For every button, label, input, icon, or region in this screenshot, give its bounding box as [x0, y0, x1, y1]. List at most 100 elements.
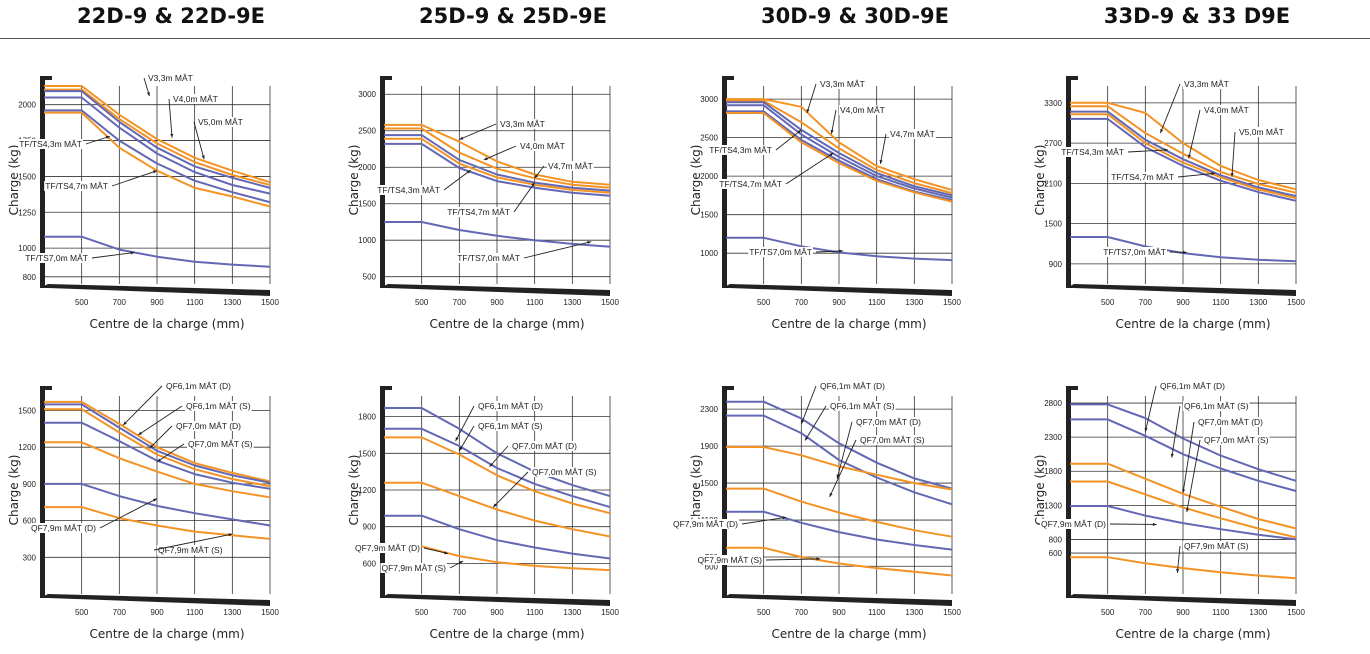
series-annotation-label: QF6,1m MÂT (S)	[1184, 401, 1249, 411]
series-annotation-label: V5,0m MÂT	[1239, 127, 1284, 137]
y-tick-label: 600	[1049, 549, 1063, 558]
y-tick-label: 600	[705, 562, 719, 571]
annotation-label-bg	[197, 117, 244, 127]
annotation-label-bg	[1183, 401, 1250, 411]
y-axis-bar	[40, 76, 45, 288]
annotation-label-bg	[1183, 79, 1230, 89]
annotation-arrowhead	[1211, 172, 1216, 176]
annotation-leader	[1182, 421, 1195, 494]
series-line-4	[44, 441, 271, 499]
annotation-leader	[836, 421, 853, 479]
series-annotation-label: QF7,0m MÂT (D)	[1198, 417, 1263, 427]
annotation-label-bg	[1102, 247, 1167, 257]
annotation-leader	[741, 516, 787, 525]
series-annotation-label: QF7,0m MÂT (S)	[860, 435, 925, 445]
series-annotation-label: QF7,9m MÂT (D)	[31, 523, 96, 533]
series-annotation-label: TF/TS4,7m MÂT	[719, 179, 782, 189]
series-annotation-label: TF/TS4,3m MÂT	[1061, 147, 1124, 157]
annotation-arrowhead	[466, 170, 471, 174]
annotation-leader	[1188, 109, 1201, 159]
annotation-arrowhead	[534, 174, 539, 179]
x-tick-label: 1500	[1287, 608, 1305, 617]
x-tick-label: 500	[415, 608, 429, 617]
x-axis-title: Centre de la charge (mm)	[429, 627, 584, 641]
series-annotation-label: V5,0m MÂT	[198, 117, 243, 127]
annotation-arrowhead	[105, 135, 110, 139]
annotation-arrowhead	[228, 533, 233, 537]
annotation-arrowhead	[493, 503, 497, 508]
annotation-arrowhead	[153, 498, 157, 502]
x-tick-label: 1100	[186, 608, 204, 617]
annotation-label-bg	[477, 421, 544, 431]
annotation-label-bg	[1197, 417, 1265, 427]
annotation-leader	[168, 98, 173, 138]
annotation-arrowhead	[1176, 569, 1180, 573]
column-title-0: 22D-9 & 22D-9E	[76, 4, 266, 28]
annotation-label-bg	[477, 401, 545, 411]
annotation-label-bg	[44, 181, 109, 191]
x-tick-label: 1100	[1212, 608, 1230, 617]
series-annotation-label: QF7,0m MÂT (S)	[532, 467, 597, 477]
series-annotation-label: QF6,1m MÂT (D)	[1160, 381, 1225, 391]
series-annotation-label: V3,3m MÂT	[820, 79, 865, 89]
y-axis-bar	[1066, 76, 1071, 288]
annotation-label-bg	[1110, 172, 1175, 182]
series-line-1	[726, 99, 953, 195]
x-axis-title: Centre de la charge (mm)	[429, 317, 584, 331]
x-tick-label: 1100	[526, 298, 544, 307]
annotation-arrowhead	[1144, 427, 1148, 432]
series-line-1	[44, 403, 271, 484]
x-tick-label: 1300	[563, 608, 581, 617]
y-axis-title: Charge (kg)	[689, 455, 703, 526]
annotation-label-bg	[380, 563, 447, 573]
annotation-leader	[492, 471, 529, 508]
y-tick-label: 800	[1049, 535, 1063, 544]
y-tick-label: 2300	[1044, 433, 1062, 442]
series-line-2	[384, 134, 611, 192]
annotation-label-bg	[185, 401, 252, 411]
x-tick-label: 1500	[601, 298, 619, 307]
series-annotation-label: V4,7m MÂT	[890, 129, 935, 139]
x-tick-label: 900	[150, 298, 164, 307]
annotation-label-bg	[24, 253, 89, 263]
annotation-label-bg	[1159, 381, 1227, 391]
x-tick-label: 1300	[563, 298, 581, 307]
series-annotation-label: TF/TS4,3m MÂT	[19, 139, 82, 149]
y-axis-bar	[722, 386, 727, 598]
series-line-5	[726, 546, 953, 577]
annotation-arrowhead	[1164, 148, 1168, 152]
annotation-arrowhead	[879, 159, 883, 164]
y-tick-label: 2700	[1044, 139, 1062, 148]
series-line-4	[1070, 117, 1297, 202]
y-tick-label: 3000	[358, 90, 376, 99]
header-rule	[0, 38, 1370, 39]
annotation-label-bg	[187, 439, 254, 449]
y-tick-label: 1500	[358, 200, 376, 209]
x-tick-label: 1100	[186, 298, 204, 307]
annotation-leader	[1177, 172, 1216, 178]
series-line-3	[726, 487, 953, 538]
annotation-label-bg	[819, 381, 887, 391]
y-tick-label: 2500	[700, 134, 718, 143]
series-annotation-label: QF6,1m MÂT (S)	[478, 421, 543, 431]
y-tick-label: 1500	[1044, 220, 1062, 229]
x-axis-bar	[1066, 594, 1296, 606]
y-tick-label: 1000	[358, 236, 376, 245]
series-annotation-label: V4,0m MÂT	[520, 141, 565, 151]
series-annotation-label: QF7,9m MÂT (S)	[1184, 541, 1249, 551]
annotation-arrowhead	[801, 419, 805, 424]
annotation-leader	[443, 169, 471, 191]
series-line-6	[726, 236, 953, 262]
y-tick-label: 1300	[1044, 501, 1062, 510]
annotation-arrowhead	[444, 551, 449, 555]
y-tick-label: 1500	[700, 211, 718, 220]
y-axis-bar	[1066, 386, 1071, 598]
series-line-3	[1070, 113, 1297, 200]
y-tick-label: 1900	[700, 442, 718, 451]
annotation-leader	[804, 405, 827, 441]
series-annotation-label: TF/TS4,7m MÂT	[45, 181, 108, 191]
y-tick-label: 1250	[18, 208, 36, 217]
y-tick-label: 800	[23, 273, 37, 282]
x-tick-label: 900	[1176, 298, 1190, 307]
annotation-arrowhead	[1160, 129, 1164, 134]
